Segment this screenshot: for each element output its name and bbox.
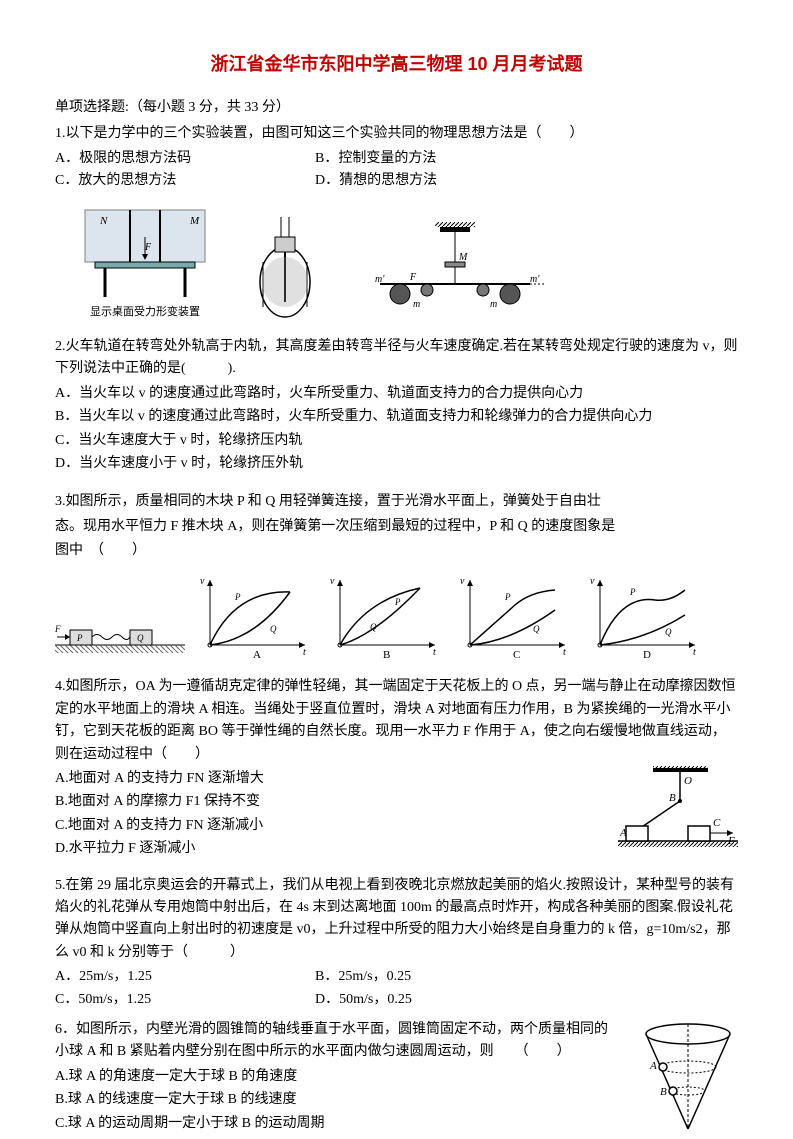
question-2: 2.火车轨道在转弯处外轨高于内轨，其高度差由转弯半径与火车速度确定.若在某转弯处… xyxy=(55,336,738,475)
q1-fig2 xyxy=(245,212,325,322)
q6-opt-a: A.球 A 的角速度一定大于球 B 的角速度 xyxy=(55,1066,615,1088)
q2-opt-a: A．当火车以 v 的速度通过此弯路时，火车所受重力、轨道面支持力的合力提供向心力 xyxy=(55,383,738,405)
svg-text:t: t xyxy=(303,647,306,658)
q1-opt-c: C．放大的思想方法 xyxy=(55,170,315,192)
svg-text:C: C xyxy=(513,649,520,660)
svg-text:O: O xyxy=(684,775,692,787)
svg-text:Q: Q xyxy=(137,633,144,643)
q3-graph-d: v t P Q D xyxy=(585,570,705,660)
exam-title: 浙江省金华市东阳中学高三物理 10 月月考试题 xyxy=(55,50,738,79)
q2-opt-b: B．当火车以 v 的速度通过此弯路时，火车所受重力、轨道面支持力和轮缘弹力的合力… xyxy=(55,406,738,428)
svg-text:Q: Q xyxy=(270,624,277,634)
q3-stem3: 图中 （ ） xyxy=(55,540,738,562)
svg-text:A: A xyxy=(649,1060,657,1072)
question-6: 6．如图所示，内壁光滑的圆锥筒的轴线垂直于水平面，圆锥筒固定不动，两个质量相同的… xyxy=(55,1019,738,1135)
svg-text:P: P xyxy=(504,592,511,602)
section-info: 单项选择题:（每小题 3 分，共 33 分） xyxy=(55,97,738,119)
svg-text:v: v xyxy=(590,576,595,587)
question-4: 4.如图所示，OA 为一遵循胡克定律的弹性轻绳，其一端固定于天花板上的 O 点，… xyxy=(55,676,738,860)
q1-fig3: m' m' m m M F xyxy=(355,222,555,322)
svg-text:t: t xyxy=(563,647,566,658)
svg-text:M: M xyxy=(458,252,468,263)
svg-text:P: P xyxy=(629,587,636,597)
svg-text:t: t xyxy=(433,647,436,658)
q3-graph-a: v t P Q A xyxy=(195,570,315,660)
svg-text:v: v xyxy=(460,576,465,587)
q5-stem: 5.在第 29 届北京奥运会的开幕式上，我们从电视上看到夜晚北京燃放起美丽的焰火… xyxy=(55,875,738,965)
q5-opt-a: A．25m/s，1.25 xyxy=(55,966,315,988)
svg-text:P: P xyxy=(76,633,83,643)
svg-text:Q: Q xyxy=(665,627,672,637)
svg-text:Q: Q xyxy=(370,622,377,632)
q1-fig1-caption: 显示桌面受力形变装置 xyxy=(75,304,215,322)
svg-text:P: P xyxy=(394,597,401,607)
q6-opt-b: B.球 A 的线速度一定大于球 B 的线速度 xyxy=(55,1089,615,1111)
svg-text:v: v xyxy=(200,576,205,587)
q6-figure: A B xyxy=(638,1019,738,1139)
svg-text:F: F xyxy=(55,624,61,634)
svg-text:C: C xyxy=(713,817,721,829)
q5-opt-c: C．50m/s，1.25 xyxy=(55,989,315,1011)
q1-opt-b: B．控制变量的方法 xyxy=(315,148,738,170)
svg-text:m: m xyxy=(490,299,497,310)
svg-text:A: A xyxy=(619,827,627,839)
svg-text:N: N xyxy=(99,215,108,227)
svg-text:A: A xyxy=(253,649,261,660)
q4-stem: 4.如图所示，OA 为一遵循胡克定律的弹性轻绳，其一端固定于天花板上的 O 点，… xyxy=(55,676,738,766)
q1-opt-d: D．猜想的思想方法 xyxy=(315,170,738,192)
q1-figures: N M F 显示桌面受力形变装置 xyxy=(75,202,738,322)
q3-graph-b: v t P Q B xyxy=(325,570,445,660)
svg-text:m': m' xyxy=(375,274,385,285)
svg-text:P: P xyxy=(234,592,241,602)
svg-text:B: B xyxy=(660,1086,667,1098)
svg-text:v: v xyxy=(330,576,335,587)
svg-text:m: m xyxy=(413,299,420,310)
svg-text:M: M xyxy=(189,215,200,227)
q6-opt-c: C.球 A 的运动周期一定小于球 B 的运动周期 xyxy=(55,1113,615,1135)
q2-stem: 2.火车轨道在转弯处外轨高于内轨，其高度差由转弯半径与火车速度确定.若在某转弯处… xyxy=(55,336,738,381)
svg-text:B: B xyxy=(669,792,676,804)
q2-opt-d: D．当火车速度小于 v 时，轮缘挤压外轨 xyxy=(55,453,738,475)
svg-text:B: B xyxy=(383,649,390,660)
q6-stem: 6．如图所示，内壁光滑的圆锥筒的轴线垂直于水平面，圆锥筒固定不动，两个质量相同的… xyxy=(55,1019,615,1064)
q1-stem: 1.以下是力学中的三个实验装置，由图可知这三个实验共同的物理思想方法是（ ） xyxy=(55,123,738,145)
q1-opt-a: A．极限的思想方法码 xyxy=(55,148,315,170)
q4-figure: O B A C F xyxy=(618,766,738,851)
q2-opt-c: C．当火车速度大于 v 时，轮缘挤压内轨 xyxy=(55,430,738,452)
question-3: 3.如图所示，质量相同的木块 P 和 Q 用轻弹簧连接，置于光滑水平面上，弹簧处… xyxy=(55,491,738,660)
q3-stem1: 3.如图所示，质量相同的木块 P 和 Q 用轻弹簧连接，置于光滑水平面上，弹簧处… xyxy=(55,491,738,513)
q3-blocks-diagram: P Q F xyxy=(55,600,185,660)
q5-opt-b: B．25m/s，0.25 xyxy=(315,966,738,988)
svg-text:t: t xyxy=(693,647,696,658)
svg-text:m': m' xyxy=(530,274,540,285)
q1-fig1: N M F 显示桌面受力形变装置 xyxy=(75,202,215,322)
q3-figures: P Q F v t P Q A xyxy=(55,570,738,660)
q3-graph-c: v t P Q C xyxy=(455,570,575,660)
svg-text:F: F xyxy=(409,272,417,283)
question-5: 5.在第 29 届北京奥运会的开幕式上，我们从电视上看到夜晚北京燃放起美丽的焰火… xyxy=(55,875,738,1011)
svg-text:D: D xyxy=(643,649,651,660)
svg-text:F: F xyxy=(727,835,735,847)
question-1: 1.以下是力学中的三个实验装置，由图可知这三个实验共同的物理思想方法是（ ） A… xyxy=(55,123,738,322)
q5-opt-d: D．50m/s，0.25 xyxy=(315,989,738,1011)
svg-text:Q: Q xyxy=(533,624,540,634)
q3-stem2: 态。现用水平恒力 F 推木块 A，则在弹簧第一次压缩到最短的过程中，P 和 Q … xyxy=(55,516,738,538)
